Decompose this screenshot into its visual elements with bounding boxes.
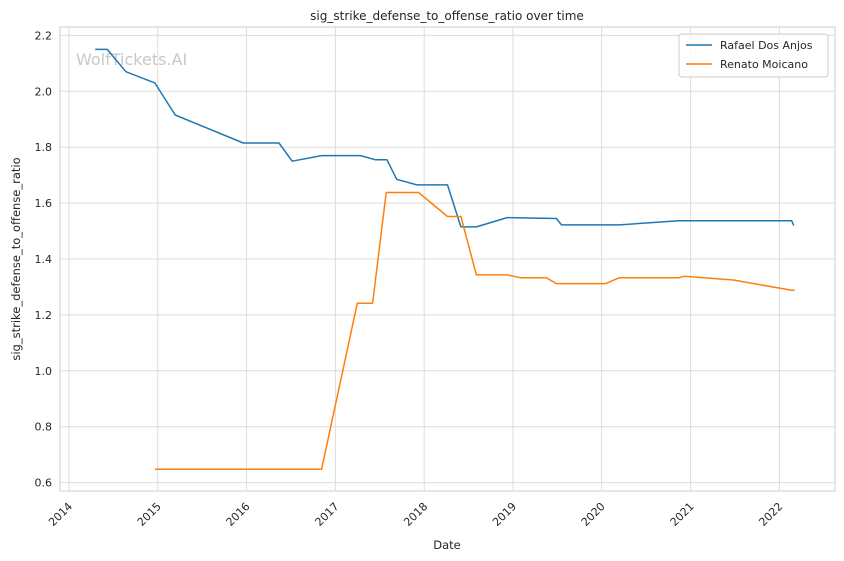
x-tick-label: 2020: [579, 500, 608, 529]
y-axis-ticks: 0.6 0.8 1.0 1.2 1.4 1.6 1.8 2.0 2.2: [35, 29, 53, 489]
x-tick-label: 2022: [756, 500, 785, 529]
y-tick-label: 1.4: [35, 253, 53, 266]
y-tick-label: 0.8: [35, 421, 53, 434]
y-tick-label: 2.0: [35, 85, 53, 98]
x-tick-label: 2019: [490, 500, 519, 529]
y-tick-label: 1.8: [35, 141, 53, 154]
chart-title: sig_strike_defense_to_offense_ratio over…: [310, 9, 584, 23]
legend-label-renato-moicano: Renato Moicano: [720, 58, 808, 71]
x-tick-label: 2014: [46, 500, 75, 529]
y-tick-label: 1.6: [35, 197, 53, 210]
legend-label-rafael-dos-anjos: Rafael Dos Anjos: [720, 39, 813, 52]
x-axis-ticks: 2014 2015 2016 2017 2018 2019 2020 2021 2022: [46, 500, 785, 529]
series-lines: [95, 48, 795, 470]
series-line-rafael-dos-anjos: [95, 48, 795, 228]
y-tick-label: 0.6: [35, 477, 53, 490]
x-axis-label: Date: [433, 538, 461, 552]
y-tick-label: 1.0: [35, 365, 53, 378]
x-tick-label: 2021: [668, 500, 697, 529]
x-tick-label: 2016: [224, 500, 253, 529]
x-tick-label: 2017: [313, 500, 342, 529]
series-line-renato-moicano: [154, 191, 795, 470]
watermark: WolfTickets.AI: [76, 50, 187, 69]
legend: Rafael Dos Anjos Renato Moicano: [678, 33, 829, 78]
y-tick-label: 2.2: [35, 29, 53, 42]
y-axis-label: sig_strike_defense_to_offense_ratio: [9, 157, 23, 360]
grid: [60, 27, 835, 491]
legend-box: [678, 33, 829, 78]
y-tick-label: 1.2: [35, 309, 53, 322]
x-tick-label: 2018: [401, 500, 430, 529]
x-tick-label: 2015: [135, 500, 164, 529]
